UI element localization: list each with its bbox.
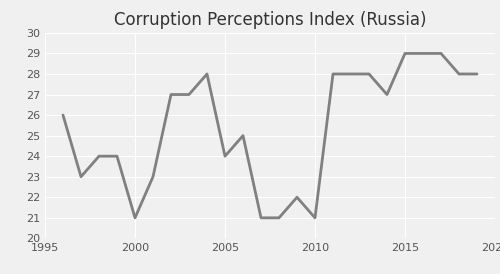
Title: Corruption Perceptions Index (Russia): Corruption Perceptions Index (Russia) xyxy=(114,10,426,28)
